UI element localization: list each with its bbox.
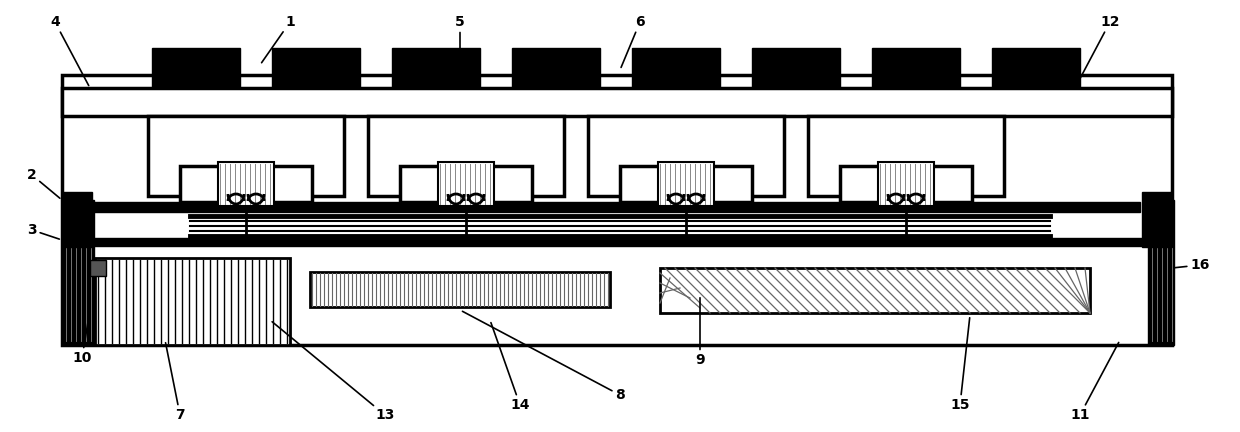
Bar <box>62 192 92 247</box>
Bar <box>62 75 1172 345</box>
Bar <box>272 48 360 88</box>
Bar <box>839 166 972 202</box>
Text: 16: 16 <box>1174 258 1210 272</box>
Text: 13: 13 <box>272 322 394 422</box>
Text: 9: 9 <box>696 298 704 367</box>
Bar <box>588 116 784 196</box>
Bar <box>872 48 960 88</box>
Bar <box>1142 192 1172 247</box>
Bar <box>992 48 1080 88</box>
Bar <box>401 166 532 202</box>
Text: 15: 15 <box>950 318 970 412</box>
Bar <box>660 268 1090 313</box>
Bar <box>878 162 934 206</box>
Bar <box>62 88 1172 116</box>
Text: 11: 11 <box>1070 343 1118 422</box>
Bar <box>218 162 274 206</box>
Bar <box>632 48 720 88</box>
Bar <box>751 48 839 88</box>
Bar <box>368 116 564 196</box>
Bar <box>438 162 494 206</box>
Text: 8: 8 <box>463 311 625 402</box>
Bar <box>1148 200 1174 345</box>
Text: 10: 10 <box>72 313 92 365</box>
Text: 2: 2 <box>27 168 60 198</box>
Text: 4: 4 <box>50 15 89 86</box>
Text: 7: 7 <box>166 343 185 422</box>
Bar <box>808 116 1004 196</box>
Bar <box>310 272 610 307</box>
Bar <box>658 162 714 206</box>
Text: 14: 14 <box>491 323 529 412</box>
Text: 6: 6 <box>621 15 645 67</box>
Bar <box>62 238 1172 246</box>
Bar <box>512 48 600 88</box>
Bar <box>180 166 312 202</box>
Text: 3: 3 <box>27 223 60 239</box>
Bar <box>94 202 1140 212</box>
Bar <box>62 200 94 345</box>
Bar <box>95 258 290 345</box>
Text: 1: 1 <box>262 15 295 63</box>
Bar <box>91 260 105 276</box>
Text: 12: 12 <box>1076 15 1120 86</box>
Bar <box>620 166 751 202</box>
Bar <box>148 116 343 196</box>
Bar <box>392 48 480 88</box>
Text: 5: 5 <box>455 15 465 67</box>
Bar <box>153 48 241 88</box>
